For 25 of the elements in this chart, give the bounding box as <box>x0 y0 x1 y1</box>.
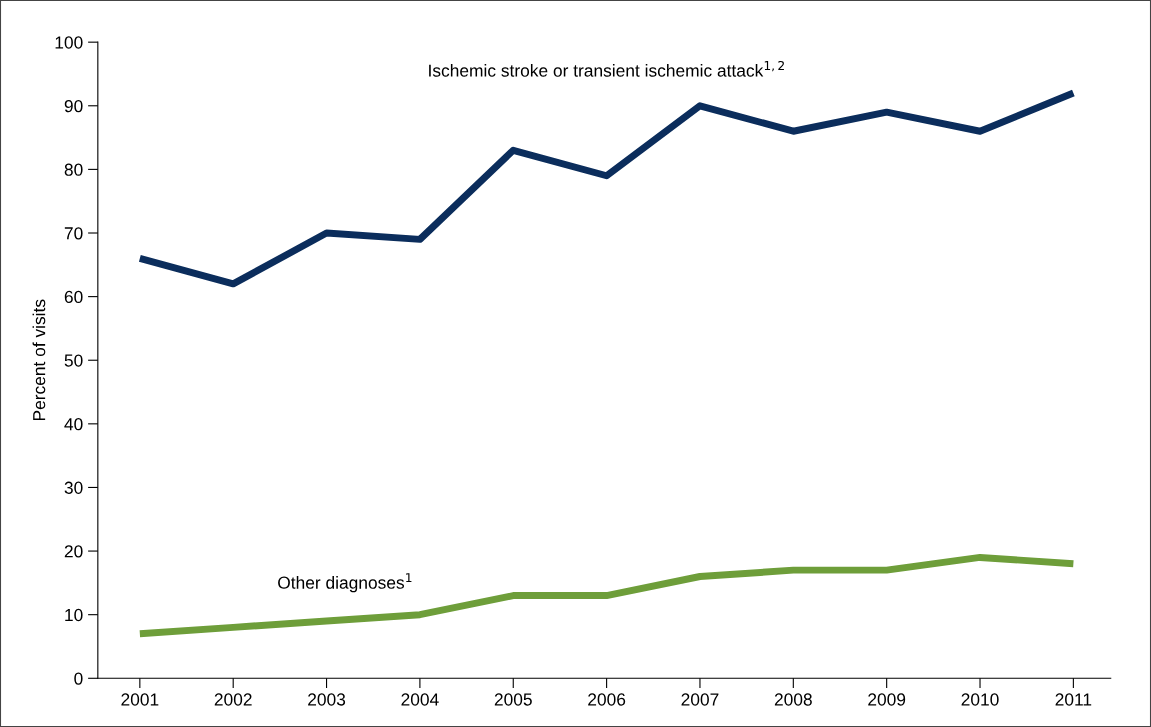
y-tick-label: 60 <box>64 290 83 304</box>
y-tick-label: 10 <box>65 608 83 622</box>
y-axis-title: Percent of visits <box>32 299 46 421</box>
y-tick-label: 70 <box>64 227 83 240</box>
x-tick-label: 2008 <box>774 693 812 706</box>
x-tick-label: 2004 <box>401 693 439 706</box>
x-tick-label: 2003 <box>308 693 346 706</box>
x-tick-label: 2011 <box>1055 693 1092 706</box>
x-tick-label: 2009 <box>868 693 906 706</box>
y-tick-label: 100 <box>55 36 83 49</box>
y-tick-label: 50 <box>64 354 83 367</box>
y-tick-label: 90 <box>64 99 83 113</box>
text: Ischemic stroke or transient ischemic attack$^{1,2}$ <box>429 60 784 77</box>
x-tick-label: 2002 <box>214 693 252 706</box>
x-tick-label: 2006 <box>588 693 626 706</box>
x-tick-label: 2005 <box>494 693 532 706</box>
y-tick-label: 20 <box>64 545 83 558</box>
series-label: Other diagnoses$^{1}$ <box>278 573 412 593</box>
x-tick-label: 2001 <box>121 693 159 706</box>
y-tick-label: 30 <box>64 481 83 494</box>
x-tick-label: 2007 <box>681 693 719 706</box>
x-tick-label: 2010 <box>961 693 999 706</box>
y-tick-label: 0 <box>74 672 83 685</box>
y-tick-label: 80 <box>64 163 83 176</box>
y-tick-label: 40 <box>64 418 83 431</box>
